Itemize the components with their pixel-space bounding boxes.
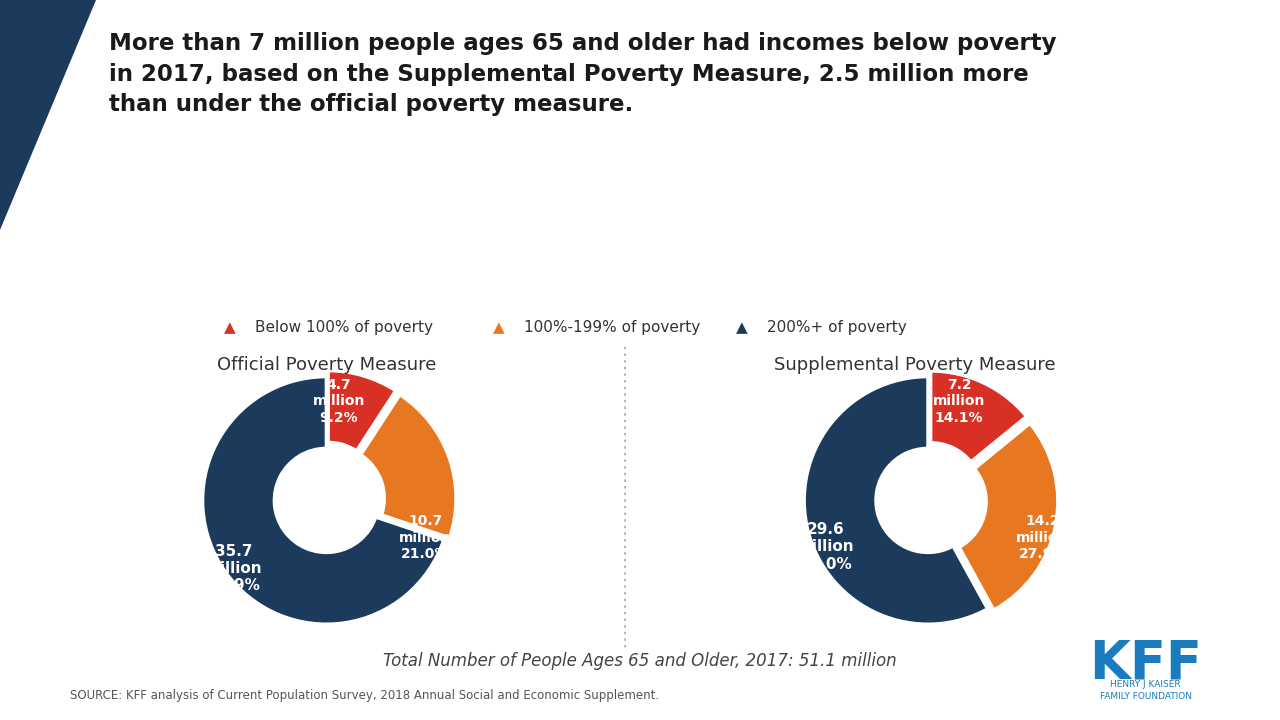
Wedge shape [804, 377, 988, 624]
Text: HENRY J KAISER
FAMILY FOUNDATION: HENRY J KAISER FAMILY FOUNDATION [1100, 680, 1192, 701]
Text: ▲: ▲ [224, 320, 236, 335]
Text: More than 7 million people ages 65 and older had incomes below poverty
in 2017, : More than 7 million people ages 65 and o… [109, 32, 1056, 116]
Text: 100%-199% of poverty: 100%-199% of poverty [524, 320, 700, 335]
Text: KFF: KFF [1089, 637, 1202, 689]
Text: 10.7
million
21.0%: 10.7 million 21.0% [399, 514, 452, 561]
Text: 4.7
million
9.2%: 4.7 million 9.2% [312, 378, 365, 425]
Text: SOURCE: KFF analysis of Current Population Survey, 2018 Annual Social and Econom: SOURCE: KFF analysis of Current Populati… [70, 689, 659, 702]
Wedge shape [361, 395, 456, 538]
Text: 29.6
million
58.0%: 29.6 million 58.0% [797, 522, 855, 572]
Text: Supplemental Poverty Measure: Supplemental Poverty Measure [774, 356, 1056, 374]
Text: 200%+ of poverty: 200%+ of poverty [767, 320, 906, 335]
Text: Official Poverty Measure: Official Poverty Measure [216, 356, 436, 374]
Text: ▲: ▲ [493, 320, 504, 335]
Text: 7.2
million
14.1%: 7.2 million 14.1% [933, 378, 986, 425]
Text: ▲: ▲ [736, 320, 748, 335]
Text: Below 100% of poverty: Below 100% of poverty [255, 320, 433, 335]
Text: 35.7
million
69.9%: 35.7 million 69.9% [205, 544, 262, 593]
Wedge shape [328, 371, 396, 451]
Wedge shape [931, 371, 1027, 462]
Text: 14.2
million
27.9%: 14.2 million 27.9% [1016, 514, 1069, 561]
Wedge shape [959, 423, 1057, 610]
Text: Total Number of People Ages 65 and Older, 2017: 51.1 million: Total Number of People Ages 65 and Older… [383, 652, 897, 670]
Wedge shape [202, 377, 444, 624]
